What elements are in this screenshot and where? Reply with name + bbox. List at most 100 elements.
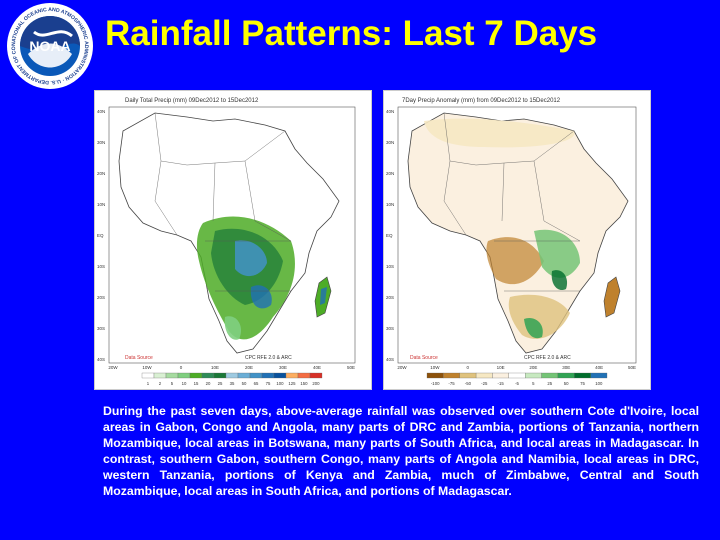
- legend-label: 35: [230, 381, 235, 386]
- lon-label: 50E: [347, 365, 355, 370]
- legend-label: 15: [194, 381, 199, 386]
- legend-label: 125: [288, 381, 296, 386]
- lat-labels: 40N 30N 20N 10N EQ 10S 20S 30S 40S: [97, 109, 105, 362]
- lat-label: 40S: [386, 357, 394, 362]
- legend-label: 25: [547, 381, 552, 386]
- legend-swatch: [177, 372, 191, 379]
- legend-swatch: [141, 372, 155, 379]
- legend-swatch: [249, 372, 263, 379]
- lon-label: 10W: [430, 365, 440, 370]
- legend-swatch: [443, 372, 460, 379]
- lon-labels: 20W 10W 0 10E 20E 30E 40E 50E: [108, 365, 355, 370]
- lon-label: 20E: [529, 365, 537, 370]
- lon-label: 0: [466, 365, 469, 370]
- legend-swatch: [213, 372, 227, 379]
- legend-label: 65: [254, 381, 259, 386]
- lat-label: EQ: [386, 233, 393, 238]
- legend-label: 100: [595, 381, 603, 386]
- legend-swatch: [273, 372, 287, 379]
- legend-swatch: [475, 372, 493, 379]
- lon-label: 20E: [245, 365, 253, 370]
- legend-label: 200: [312, 381, 320, 386]
- legend-swatch: [165, 372, 179, 379]
- summary-caption: During the past seven days, above-averag…: [103, 404, 699, 498]
- legend-label: 10: [182, 381, 187, 386]
- lat-label: 10N: [97, 202, 105, 207]
- lon-label: 10E: [211, 365, 219, 370]
- lat-label: 10S: [97, 264, 105, 269]
- legend-label: 75: [266, 381, 271, 386]
- lat-label: 20N: [97, 171, 105, 176]
- lon-label: 40E: [595, 365, 603, 370]
- precip-total-map: Daily Total Precip (mm) 09Dec2012 to 15D…: [94, 90, 372, 390]
- map-footer-left: Data Source: [125, 355, 153, 361]
- lon-label: 40E: [313, 365, 321, 370]
- precip-legend: 1 2 5 10 15 20 25 35 50 65 75 100 125 150 200: [141, 372, 323, 386]
- legend-swatch: [297, 372, 311, 379]
- lon-label: 0: [180, 365, 183, 370]
- legend-label: 75: [580, 381, 585, 386]
- legend-swatch: [225, 372, 239, 379]
- lon-label: 30E: [562, 365, 570, 370]
- legend-swatch: [459, 372, 477, 379]
- legend-label: -100: [431, 381, 440, 386]
- legend-swatch: [557, 372, 575, 379]
- legend-swatch: [508, 372, 526, 379]
- legend-swatch: [261, 372, 275, 379]
- lon-label: 30E: [279, 365, 287, 370]
- lat-label: 20N: [386, 171, 394, 176]
- legend-label: -25: [481, 381, 488, 386]
- legend-label: 50: [564, 381, 569, 386]
- lon-label: 10W: [142, 365, 152, 370]
- legend-label: 2: [159, 381, 162, 386]
- legend-label: 1: [147, 381, 150, 386]
- lat-label: 30N: [97, 140, 105, 145]
- legend-label: 5: [171, 381, 174, 386]
- map-header: Daily Total Precip (mm) 09Dec2012 to 15D…: [125, 98, 259, 104]
- lat-label: EQ: [97, 233, 104, 238]
- legend-swatch: [574, 372, 591, 379]
- legend-swatch: [492, 372, 509, 379]
- legend-label: -75: [448, 381, 455, 386]
- lat-label: 20S: [97, 295, 105, 300]
- lon-label: 50E: [628, 365, 636, 370]
- lat-label: 10N: [386, 202, 394, 207]
- legend-swatch: [525, 372, 542, 379]
- legend-label: 100: [276, 381, 284, 386]
- lon-label: 20W: [108, 365, 118, 370]
- legend-swatch: [285, 372, 299, 379]
- map-footer-left: Data Source: [410, 355, 438, 361]
- logo-text: NOAA: [29, 38, 70, 54]
- lat-label: 30N: [386, 140, 394, 145]
- legend-label: 50: [242, 381, 247, 386]
- lon-label: 20W: [397, 365, 407, 370]
- legend-swatch: [426, 372, 444, 379]
- legend-label: -50: [465, 381, 472, 386]
- map-footer-right: CPC RFE 2.0 & ARC: [245, 355, 292, 361]
- map-header: 7Day Precip Anomaly (mm) from 09Dec2012 …: [402, 98, 561, 104]
- lat-label: 30S: [386, 326, 394, 331]
- legend-label: 5: [532, 381, 535, 386]
- lat-label: 30S: [97, 326, 105, 331]
- lat-label: 20S: [386, 295, 394, 300]
- legend-swatch: [541, 372, 559, 379]
- map-footer-right: CPC RFE 2.0 & ARC: [524, 355, 571, 361]
- lon-labels: 20W 10W 0 10E 20E 30E 40E 50E: [397, 365, 636, 370]
- precip-anomaly-map: 7Day Precip Anomaly (mm) from 09Dec2012 …: [383, 90, 651, 390]
- lat-label: 10S: [386, 264, 394, 269]
- legend-label: -5: [515, 381, 519, 386]
- lat-label: 40N: [386, 109, 394, 114]
- legend-label: 150: [300, 381, 308, 386]
- lat-label: 40S: [97, 357, 105, 362]
- anomaly-legend: -100 -75 -50 -25 -15 -5 5 25 50 75 100: [426, 372, 608, 386]
- legend-swatch: [309, 372, 323, 379]
- legend-swatch: [590, 372, 608, 379]
- legend-label: 25: [218, 381, 223, 386]
- legend-swatch: [153, 372, 167, 379]
- legend-swatch: [201, 372, 215, 379]
- lat-labels: 40N 30N 20N 10N EQ 10S 20S 30S 40S: [386, 109, 394, 362]
- page-title: Rainfall Patterns: Last 7 Days: [105, 14, 598, 53]
- lon-label: 10E: [497, 365, 505, 370]
- legend-swatch: [237, 372, 251, 379]
- legend-label: 20: [206, 381, 211, 386]
